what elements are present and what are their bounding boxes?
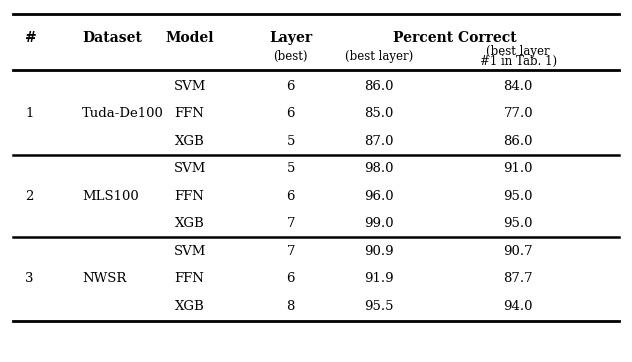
- Text: FFN: FFN: [174, 107, 205, 120]
- Text: XGB: XGB: [174, 300, 205, 313]
- Text: 7: 7: [286, 217, 295, 230]
- Text: 87.7: 87.7: [504, 272, 533, 285]
- Text: 95.0: 95.0: [504, 217, 533, 230]
- Text: (best layer): (best layer): [345, 50, 413, 63]
- Text: 3: 3: [25, 272, 33, 285]
- Text: 6: 6: [286, 80, 295, 93]
- Text: 5: 5: [286, 135, 295, 148]
- Text: 90.7: 90.7: [504, 245, 533, 258]
- Text: 95.0: 95.0: [504, 190, 533, 203]
- Text: 6: 6: [286, 190, 295, 203]
- Text: MLS100: MLS100: [82, 190, 139, 203]
- Text: 6: 6: [286, 107, 295, 120]
- Text: 99.0: 99.0: [365, 217, 394, 230]
- Text: 84.0: 84.0: [504, 80, 533, 93]
- Text: #1 in Tab. 1): #1 in Tab. 1): [480, 55, 557, 68]
- Text: SVM: SVM: [173, 245, 206, 258]
- Text: 8: 8: [286, 300, 295, 313]
- Text: 87.0: 87.0: [365, 135, 394, 148]
- Text: 6: 6: [286, 272, 295, 285]
- Text: 98.0: 98.0: [365, 162, 394, 175]
- Text: SVM: SVM: [173, 162, 206, 175]
- Text: NWSR: NWSR: [82, 272, 126, 285]
- Text: 94.0: 94.0: [504, 300, 533, 313]
- Text: 1: 1: [25, 107, 33, 120]
- Text: #: #: [25, 31, 37, 45]
- Text: SVM: SVM: [173, 80, 206, 93]
- Text: Percent Correct: Percent Correct: [393, 31, 517, 45]
- Text: 86.0: 86.0: [365, 80, 394, 93]
- Text: FFN: FFN: [174, 190, 205, 203]
- Text: 7: 7: [286, 245, 295, 258]
- Text: Dataset: Dataset: [82, 31, 142, 45]
- Text: (best): (best): [274, 50, 308, 63]
- Text: Model: Model: [166, 31, 214, 45]
- Text: 77.0: 77.0: [504, 107, 533, 120]
- Text: Layer: Layer: [269, 31, 312, 45]
- Text: 95.5: 95.5: [365, 300, 394, 313]
- Text: XGB: XGB: [174, 135, 205, 148]
- Text: FFN: FFN: [174, 272, 205, 285]
- Text: 2: 2: [25, 190, 33, 203]
- Text: 86.0: 86.0: [504, 135, 533, 148]
- Text: Tuda-De100: Tuda-De100: [82, 107, 164, 120]
- Text: 91.9: 91.9: [365, 272, 394, 285]
- Text: 96.0: 96.0: [365, 190, 394, 203]
- Text: 5: 5: [286, 162, 295, 175]
- Text: 85.0: 85.0: [365, 107, 394, 120]
- Text: (best layer: (best layer: [487, 45, 550, 58]
- Text: XGB: XGB: [174, 217, 205, 230]
- Text: 90.9: 90.9: [365, 245, 394, 258]
- Text: 91.0: 91.0: [504, 162, 533, 175]
